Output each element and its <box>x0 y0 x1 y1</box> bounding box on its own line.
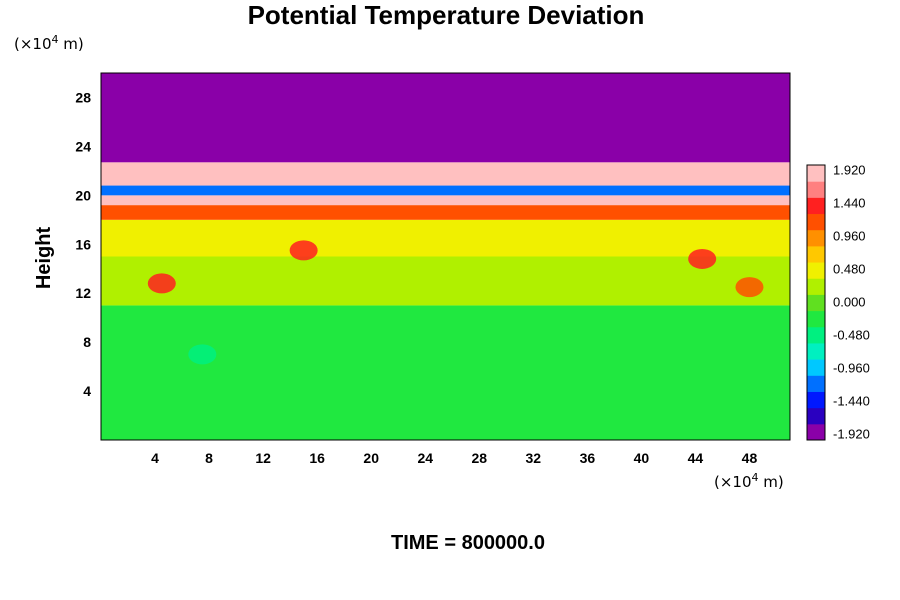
x-axis: 4 8 12 16 20 24 28 32 36 40 44 48 <box>151 450 757 466</box>
colorbar-band-4 <box>807 359 825 376</box>
colorbar-band-0 <box>807 423 825 441</box>
colorbar-band-6 <box>807 326 825 344</box>
y-tick-label: 16 <box>75 236 91 252</box>
y-tick-label: 24 <box>75 138 91 154</box>
layer-4 <box>101 195 790 206</box>
layer-1 <box>101 256 790 306</box>
chart-title: Potential Temperature Deviation <box>248 0 645 30</box>
x-tick-label: 12 <box>255 450 271 466</box>
colorbar-band-5 <box>807 342 825 360</box>
time-label: TIME = 800000.0 <box>391 532 545 554</box>
colorbar-label: 0.960 <box>833 229 866 244</box>
colorbar-label: 1.920 <box>833 163 866 178</box>
colorbar-band-12 <box>807 229 825 247</box>
colorbar-band-1 <box>807 407 825 425</box>
y-tick-label: 20 <box>75 187 91 203</box>
colorbar-label: -0.480 <box>833 328 870 343</box>
colorbar-labels: 1.920 1.440 0.960 0.480 0.000 -0.480 -0.960 -1.… <box>833 163 870 442</box>
x-tick-label: 20 <box>363 450 379 466</box>
x-tick-label: 4 <box>151 450 159 466</box>
colorbar-label: 0.000 <box>833 295 866 310</box>
plot-frame <box>100 72 791 441</box>
y-axis: 4 8 12 16 20 24 28 <box>75 89 91 399</box>
x-tick-label: 28 <box>471 450 487 466</box>
y-tick-label: 28 <box>75 89 91 105</box>
colorbar-band-15 <box>807 181 825 198</box>
colorbar-label: 1.440 <box>833 196 866 211</box>
colorbar-band-3 <box>807 375 825 392</box>
colorbar-band-2 <box>807 391 825 409</box>
x-tick-label: 36 <box>580 450 596 466</box>
colorbar-band-10 <box>807 262 825 279</box>
layer-0 <box>101 305 790 440</box>
colorbar-band-8 <box>807 294 825 312</box>
colorbar-band-7 <box>807 310 825 328</box>
y-tick-label: 12 <box>75 285 91 301</box>
blob-3 <box>735 277 764 298</box>
x-tick-label: 48 <box>742 450 758 466</box>
blob-0 <box>147 273 176 294</box>
blob-2 <box>688 248 717 269</box>
colorbar-label: 0.480 <box>833 262 866 277</box>
colorbar <box>806 164 826 441</box>
colorbar-band-16 <box>807 165 825 182</box>
y-tick-label: 8 <box>83 334 91 350</box>
y-axis-unit: (×104 m) <box>14 33 84 53</box>
layer-7 <box>101 73 790 163</box>
plot-area <box>100 72 791 441</box>
colorbar-label: -0.960 <box>833 361 870 376</box>
layer-3 <box>101 205 790 220</box>
x-tick-label: 16 <box>309 450 325 466</box>
colorbar-frame <box>806 164 826 441</box>
colorbar-band-13 <box>807 213 825 231</box>
x-tick-label: 40 <box>634 450 650 466</box>
layer-6 <box>101 162 790 186</box>
y-tick-label: 4 <box>83 383 91 399</box>
x-tick-label: 44 <box>688 450 704 466</box>
x-tick-label: 32 <box>526 450 542 466</box>
blob-4 <box>188 344 217 365</box>
y-axis-label: Height <box>33 227 55 290</box>
colorbar-band-11 <box>807 245 825 263</box>
x-axis-unit: (×104 m) <box>714 471 784 491</box>
layer-5 <box>101 185 790 196</box>
blob-1 <box>289 240 318 261</box>
x-tick-label: 8 <box>205 450 213 466</box>
colorbar-label: -1.920 <box>833 427 870 442</box>
colorbar-band-14 <box>807 197 825 215</box>
layer-2 <box>101 219 790 257</box>
colorbar-band-9 <box>807 278 825 295</box>
x-tick-label: 24 <box>417 450 433 466</box>
colorbar-label: -1.440 <box>833 394 870 409</box>
